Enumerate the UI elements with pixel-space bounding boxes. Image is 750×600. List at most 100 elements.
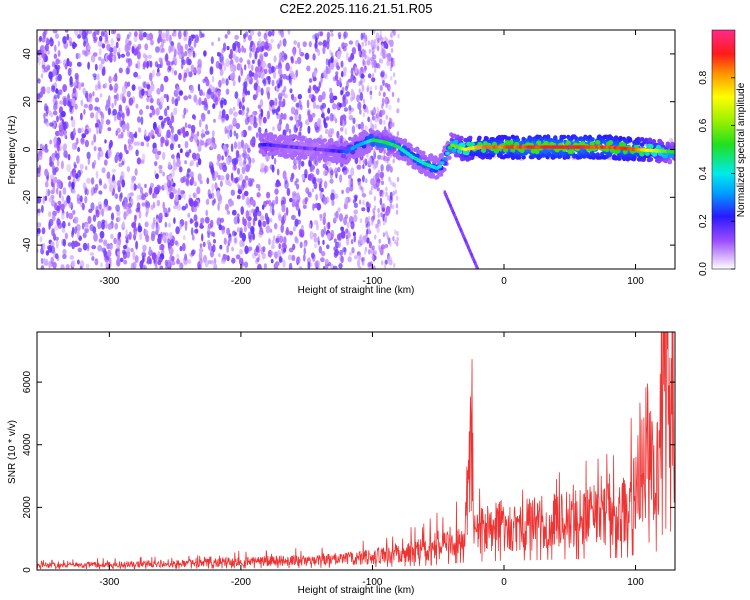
noise-speck xyxy=(311,188,315,193)
ridge-mid-point xyxy=(565,140,571,146)
noise-speck xyxy=(151,192,155,199)
noise-speck xyxy=(126,247,131,252)
ridge-mid-point xyxy=(469,141,475,147)
noise-speck xyxy=(119,118,122,128)
noise-speck xyxy=(298,208,301,217)
noise-speck xyxy=(60,264,65,269)
noise-speck xyxy=(68,61,73,67)
noise-speck xyxy=(174,98,179,107)
noise-speck xyxy=(385,114,388,120)
noise-speck xyxy=(243,81,248,89)
noise-speck xyxy=(294,218,299,227)
noise-speck xyxy=(383,263,387,269)
noise-speck xyxy=(92,31,96,39)
noise-speck xyxy=(229,63,234,72)
noise-speck xyxy=(350,167,355,177)
noise-speck xyxy=(198,251,203,261)
noise-speck xyxy=(96,128,99,135)
noise-speck xyxy=(95,84,98,91)
noise-speck xyxy=(216,52,220,57)
noise-speck xyxy=(270,244,275,249)
noise-speck xyxy=(199,119,202,128)
y-tick-label: 2000 xyxy=(22,496,33,519)
noise-speck xyxy=(142,264,147,269)
ridge-halo-point xyxy=(636,140,641,145)
noise-speck xyxy=(114,193,119,199)
noise-speck xyxy=(295,69,299,78)
noise-speck xyxy=(334,167,338,175)
noise-speck xyxy=(103,239,108,247)
noise-speck xyxy=(87,158,91,166)
noise-speck xyxy=(367,116,371,123)
noise-speck xyxy=(377,181,380,187)
noise-speck xyxy=(77,52,81,59)
ridge-halo-point xyxy=(346,157,351,162)
noise-speck xyxy=(287,30,291,35)
noise-speck xyxy=(320,113,325,119)
ridge-mid-point xyxy=(340,153,347,159)
noise-speck xyxy=(50,256,54,265)
noise-speck xyxy=(216,190,221,198)
noise-speck xyxy=(249,51,252,59)
noise-speck xyxy=(222,144,227,152)
noise-speck xyxy=(44,55,49,62)
noise-speck xyxy=(139,260,144,269)
noise-speck xyxy=(364,125,368,131)
noise-speck xyxy=(368,190,373,196)
noise-speck xyxy=(115,93,119,102)
noise-speck xyxy=(242,216,245,225)
noise-speck xyxy=(369,90,373,96)
noise-speck xyxy=(227,30,231,35)
spectrogram-ridge xyxy=(258,128,675,180)
noise-speck xyxy=(237,141,242,150)
noise-speck xyxy=(126,166,131,173)
noise-speck xyxy=(288,247,294,253)
noise-speck xyxy=(280,31,285,38)
noise-speck xyxy=(340,230,346,239)
noise-speck xyxy=(93,133,97,143)
noise-speck xyxy=(202,78,206,84)
noise-speck xyxy=(361,41,364,47)
noise-speck xyxy=(162,235,167,242)
noise-speck xyxy=(228,182,232,187)
noise-speck xyxy=(329,49,332,55)
noise-speck xyxy=(367,40,371,46)
noise-speck xyxy=(357,123,361,130)
noise-speck xyxy=(347,174,352,179)
noise-speck xyxy=(90,54,96,63)
noise-speck xyxy=(396,177,400,182)
noise-speck xyxy=(363,37,366,43)
noise-speck xyxy=(58,122,63,130)
noise-speck xyxy=(225,58,230,68)
noise-speck xyxy=(266,87,271,92)
noise-speck xyxy=(159,96,164,105)
noise-speck xyxy=(163,182,168,190)
noise-speck xyxy=(281,101,285,108)
noise-speck xyxy=(101,43,106,49)
noise-speck xyxy=(218,62,223,70)
noise-speck xyxy=(250,208,255,214)
noise-speck xyxy=(338,213,344,222)
noise-speck xyxy=(64,30,69,33)
noise-speck xyxy=(97,244,103,252)
noise-speck xyxy=(60,160,64,170)
noise-speck xyxy=(348,109,352,115)
noise-speck xyxy=(298,47,302,55)
noise-speck xyxy=(234,34,239,40)
noise-speck xyxy=(238,161,244,167)
noise-speck xyxy=(241,166,246,175)
x-tick-label: 0 xyxy=(501,276,507,287)
noise-speck xyxy=(97,147,102,152)
noise-speck xyxy=(96,30,100,36)
noise-speck xyxy=(275,108,279,116)
noise-speck xyxy=(94,258,99,266)
noise-speck xyxy=(224,34,228,39)
noise-speck xyxy=(160,231,163,240)
noise-speck xyxy=(277,62,283,70)
noise-speck xyxy=(72,209,76,215)
noise-speck xyxy=(342,45,347,52)
noise-speck xyxy=(197,261,201,269)
noise-speck xyxy=(241,105,245,111)
noise-speck xyxy=(110,37,114,47)
spectrogram-noise xyxy=(37,30,675,269)
